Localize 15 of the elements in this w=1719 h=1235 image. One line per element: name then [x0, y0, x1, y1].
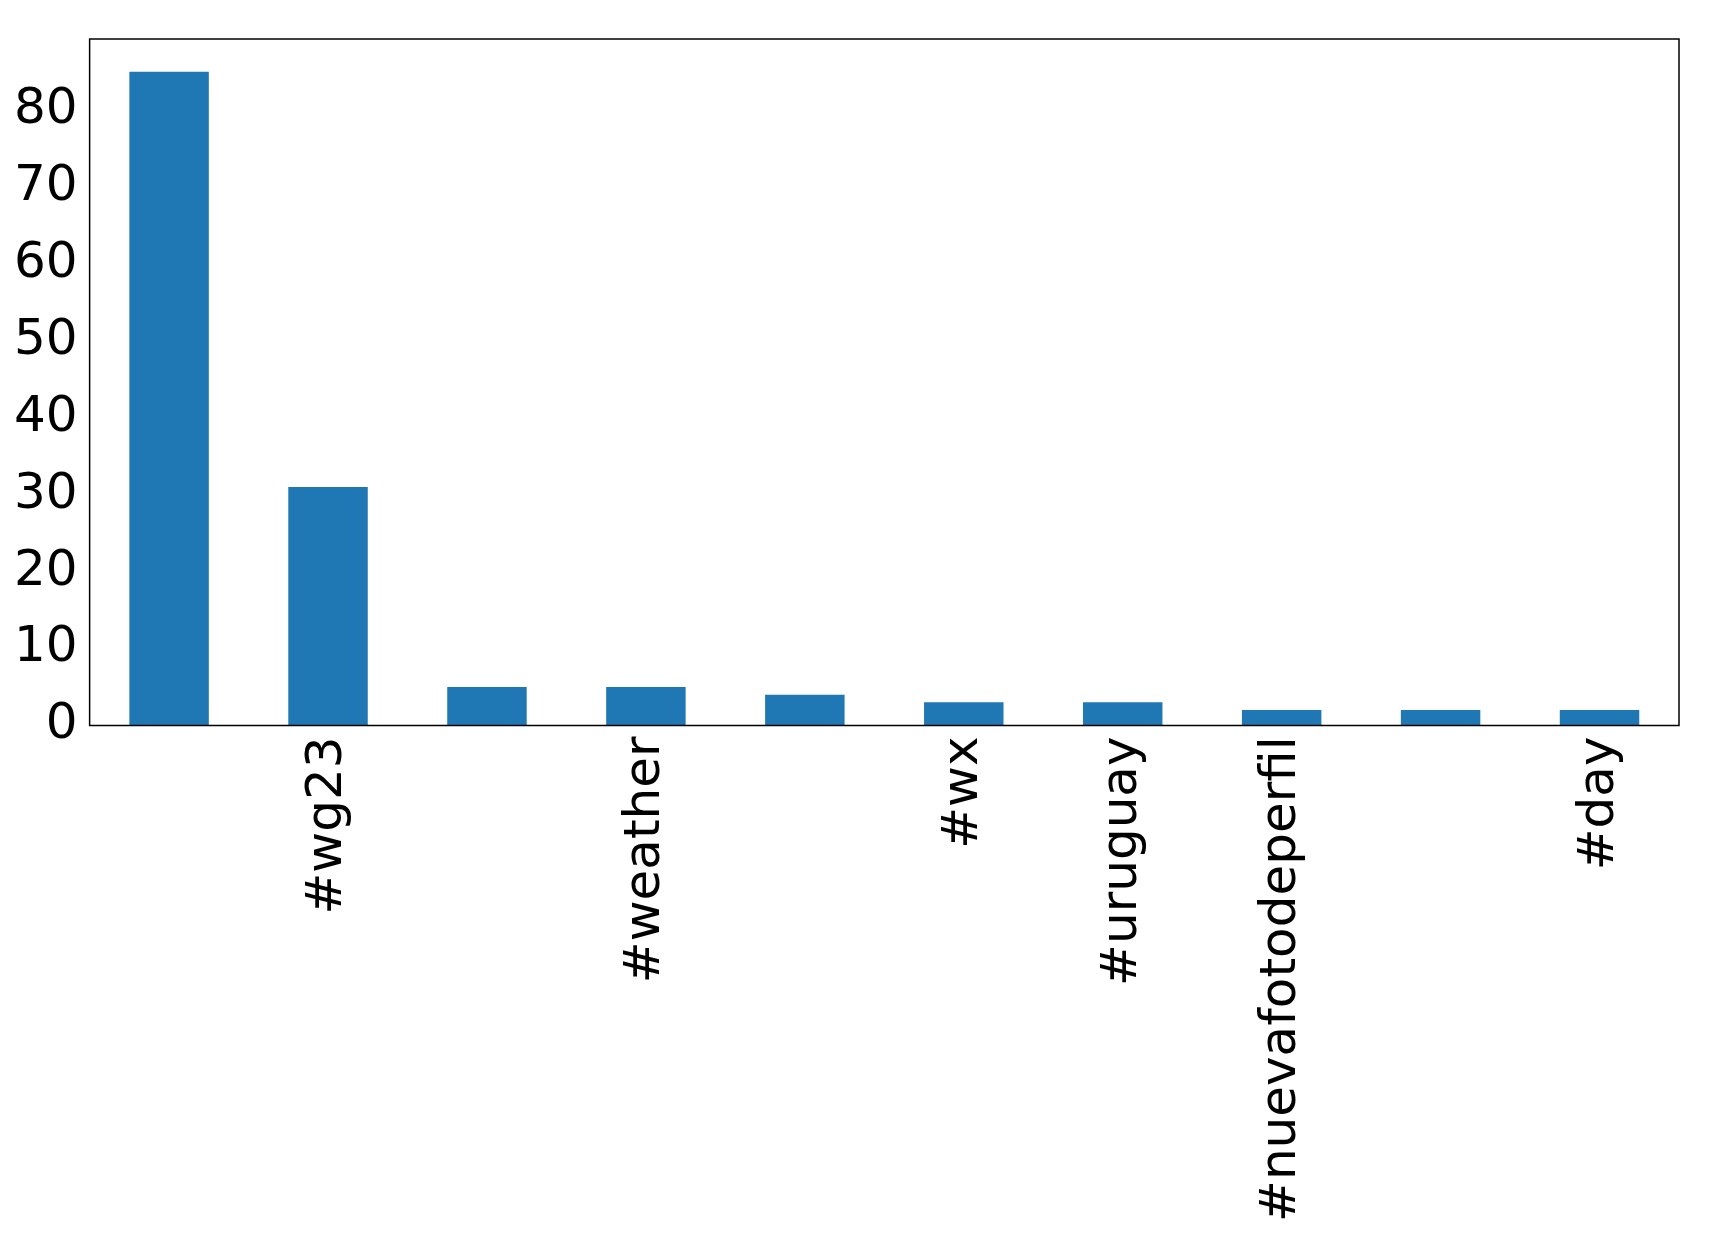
x-tick-label: #uruguay: [1089, 736, 1148, 986]
y-tick-label: 20: [14, 538, 78, 597]
y-tick-label: 0: [45, 692, 78, 751]
x-tick-label: #nuevafotodeperfil: [1248, 736, 1307, 1223]
x-tick-label: #weather: [612, 735, 671, 984]
x-tick-label: #wg23: [295, 736, 354, 915]
y-tick-label: 70: [14, 154, 78, 213]
y-tick-label: 10: [14, 615, 78, 674]
x-tick-label: #day: [1566, 736, 1625, 871]
y-tick-label: 40: [14, 384, 78, 443]
y-tick-label: 80: [14, 77, 78, 136]
x-tick-label: #wx: [930, 736, 989, 849]
y-tick-label: 50: [14, 307, 78, 366]
y-tick-label: 60: [14, 230, 78, 289]
y-tick-label: 30: [14, 461, 78, 520]
